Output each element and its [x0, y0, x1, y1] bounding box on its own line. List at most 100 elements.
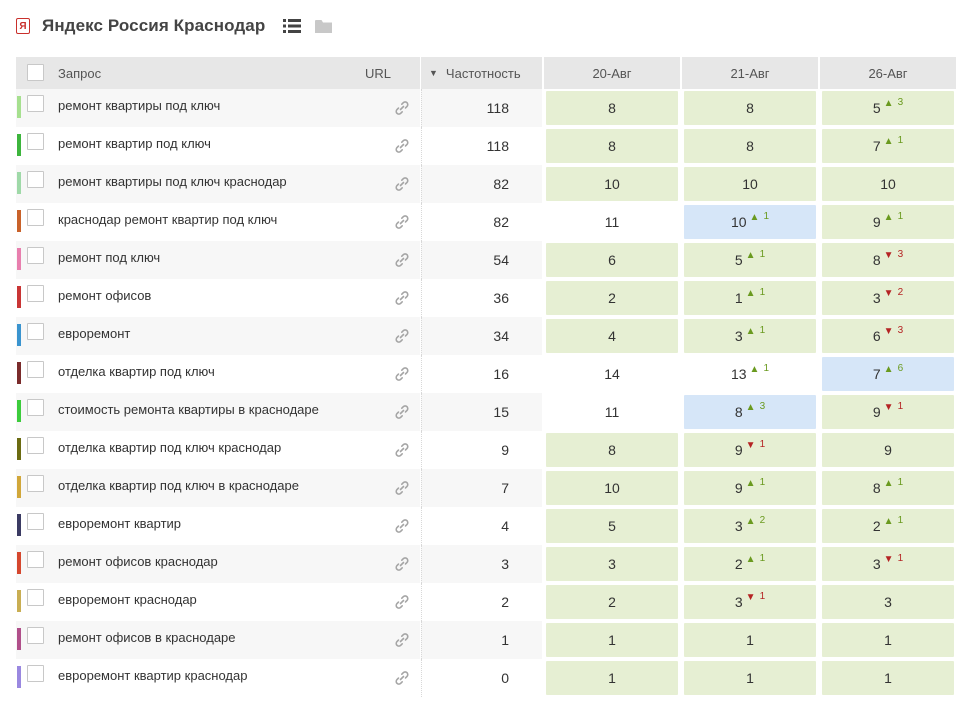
position-cell[interactable]: 1 ▲ 1	[684, 281, 816, 315]
position-cell[interactable]: 10	[546, 167, 678, 201]
position-cell[interactable]: 13 ▲ 1	[684, 357, 816, 391]
link-icon[interactable]	[393, 555, 411, 573]
row-checkbox[interactable]	[27, 665, 44, 682]
query-text[interactable]: евроремонт краснодар	[58, 592, 197, 607]
row-checkbox[interactable]	[27, 361, 44, 378]
link-icon[interactable]	[393, 479, 411, 497]
position-cell[interactable]: 2	[546, 585, 678, 619]
link-icon[interactable]	[393, 213, 411, 231]
row-checkbox[interactable]	[27, 399, 44, 416]
row-checkbox[interactable]	[27, 95, 44, 112]
position-cell[interactable]: 7 ▲ 1	[822, 129, 954, 163]
row-checkbox[interactable]	[27, 209, 44, 226]
position-cell[interactable]: 3 ▼ 1	[822, 547, 954, 581]
position-cell[interactable]: 1	[546, 661, 678, 695]
column-header-date[interactable]: 26-Авг	[820, 57, 956, 89]
position-cell[interactable]: 3 ▼ 1	[684, 585, 816, 619]
position-cell[interactable]: 9	[822, 433, 954, 467]
query-text[interactable]: евроремонт квартир краснодар	[58, 668, 248, 683]
column-header-frequency[interactable]: ▼ Частотность	[421, 57, 542, 89]
row-checkbox[interactable]	[27, 133, 44, 150]
select-all-checkbox[interactable]	[27, 64, 44, 81]
position-cell[interactable]: 6	[546, 243, 678, 277]
position-cell[interactable]: 3	[822, 585, 954, 619]
position-cell[interactable]: 8 ▲ 3	[684, 395, 816, 429]
position-cell[interactable]: 10	[684, 167, 816, 201]
position-cell[interactable]: 2	[546, 281, 678, 315]
link-icon[interactable]	[393, 175, 411, 193]
position-cell[interactable]: 5 ▲ 1	[684, 243, 816, 277]
query-text[interactable]: отделка квартир под ключ	[58, 364, 215, 379]
position-cell[interactable]: 6 ▼ 3	[822, 319, 954, 353]
position-cell[interactable]: 9 ▲ 1	[822, 205, 954, 239]
query-text[interactable]: ремонт офисов в краснодаре	[58, 630, 236, 645]
position-cell[interactable]: 2 ▲ 1	[684, 547, 816, 581]
query-text[interactable]: ремонт офисов	[58, 288, 152, 303]
link-icon[interactable]	[393, 289, 411, 307]
folder-button[interactable]	[315, 19, 333, 33]
position-cell[interactable]: 8	[546, 433, 678, 467]
link-icon[interactable]	[393, 441, 411, 459]
link-icon[interactable]	[393, 631, 411, 649]
position-cell[interactable]: 3 ▲ 2	[684, 509, 816, 543]
row-checkbox[interactable]	[27, 475, 44, 492]
position-cell[interactable]: 9 ▼ 1	[684, 433, 816, 467]
link-icon[interactable]	[393, 365, 411, 383]
query-text[interactable]: ремонт квартиры под ключ	[58, 98, 221, 113]
position-cell[interactable]: 7 ▲ 6	[822, 357, 954, 391]
link-icon[interactable]	[393, 403, 411, 421]
query-text[interactable]: отделка квартир под ключ краснодар	[58, 440, 282, 455]
row-checkbox[interactable]	[27, 627, 44, 644]
link-icon[interactable]	[393, 137, 411, 155]
row-checkbox[interactable]	[27, 513, 44, 530]
query-text[interactable]: ремонт офисов краснодар	[58, 554, 218, 569]
column-header-url[interactable]: URL	[365, 65, 392, 81]
link-icon[interactable]	[393, 669, 411, 687]
position-cell[interactable]: 5	[546, 509, 678, 543]
position-cell[interactable]: 3 ▼ 2	[822, 281, 954, 315]
link-icon[interactable]	[393, 517, 411, 535]
link-icon[interactable]	[393, 251, 411, 269]
column-header-date[interactable]: 21-Авг	[682, 57, 818, 89]
query-text[interactable]: краснодар ремонт квартир под ключ	[58, 212, 278, 227]
row-checkbox[interactable]	[27, 285, 44, 302]
position-cell[interactable]: 3 ▲ 1	[684, 319, 816, 353]
position-cell[interactable]: 1	[684, 661, 816, 695]
position-cell[interactable]: 10	[822, 167, 954, 201]
position-cell[interactable]: 1	[684, 623, 816, 657]
position-cell[interactable]: 8	[546, 91, 678, 125]
row-checkbox[interactable]	[27, 323, 44, 340]
link-icon[interactable]	[393, 593, 411, 611]
position-cell[interactable]: 1	[822, 623, 954, 657]
column-header-date[interactable]: 20-Авг	[544, 57, 680, 89]
position-cell[interactable]: 8	[684, 129, 816, 163]
query-text[interactable]: евроремонт квартир	[58, 516, 182, 531]
position-cell[interactable]: 10	[546, 471, 678, 505]
position-cell[interactable]: 4	[546, 319, 678, 353]
position-cell[interactable]: 8	[546, 129, 678, 163]
position-cell[interactable]: 11	[546, 395, 678, 429]
link-icon[interactable]	[393, 327, 411, 345]
position-cell[interactable]: 8 ▼ 3	[822, 243, 954, 277]
position-cell[interactable]: 9 ▼ 1	[822, 395, 954, 429]
position-cell[interactable]: 14	[546, 357, 678, 391]
position-cell[interactable]: 9 ▲ 1	[684, 471, 816, 505]
row-checkbox[interactable]	[27, 589, 44, 606]
column-header-query[interactable]: Запрос	[58, 65, 102, 81]
row-checkbox[interactable]	[27, 551, 44, 568]
list-view-button[interactable]	[283, 19, 302, 33]
link-icon[interactable]	[393, 99, 411, 117]
position-cell[interactable]: 2 ▲ 1	[822, 509, 954, 543]
query-text[interactable]: стоимость ремонта квартиры в краснодаре	[58, 402, 319, 417]
query-text[interactable]: ремонт квартиры под ключ краснодар	[58, 174, 287, 189]
row-checkbox[interactable]	[27, 247, 44, 264]
position-cell[interactable]: 8 ▲ 1	[822, 471, 954, 505]
position-cell[interactable]: 10 ▲ 1	[684, 205, 816, 239]
row-checkbox[interactable]	[27, 171, 44, 188]
position-cell[interactable]: 8	[684, 91, 816, 125]
position-cell[interactable]: 11	[546, 205, 678, 239]
position-cell[interactable]: 5 ▲ 3	[822, 91, 954, 125]
query-text[interactable]: ремонт под ключ	[58, 250, 161, 265]
query-text[interactable]: евроремонт	[58, 326, 131, 341]
position-cell[interactable]: 1	[546, 623, 678, 657]
